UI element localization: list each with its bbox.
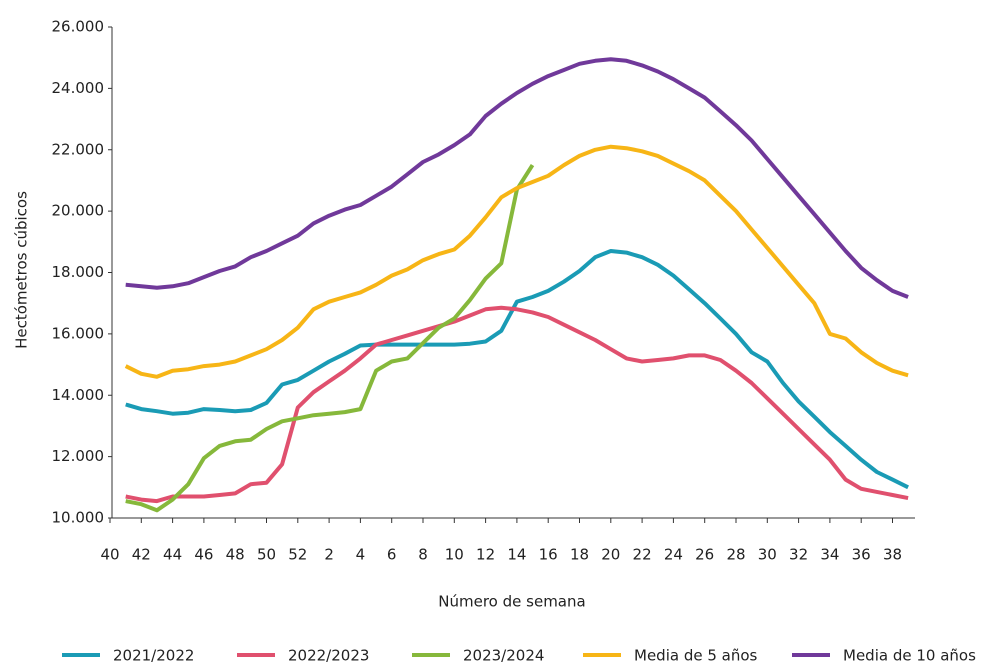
x-tick-label: 46 <box>194 546 213 564</box>
y-tick-label: 12.000 <box>52 447 105 465</box>
y-tick-label: 16.000 <box>52 324 105 342</box>
x-tick-label: 34 <box>820 546 839 564</box>
line-series <box>125 249 909 490</box>
x-tick-label: 30 <box>758 546 777 564</box>
x-tick-label: 4 <box>356 546 366 564</box>
y-tick-label: 26.000 <box>52 18 105 36</box>
legend-label: Media de 5 años <box>634 647 758 665</box>
line-series <box>125 57 909 299</box>
x-tick-label: 8 <box>418 546 428 564</box>
y-tick-label: 18.000 <box>52 263 105 281</box>
legend-label: 2022/2023 <box>288 647 369 665</box>
x-axis-label: Número de semana <box>438 593 585 611</box>
legend-label: Media de 10 años <box>843 647 976 665</box>
x-tick-label: 38 <box>883 546 902 564</box>
x-tick-label: 20 <box>601 546 620 564</box>
x-tick-label: 28 <box>726 546 745 564</box>
line-series <box>124 144 909 379</box>
x-tick-label: 22 <box>633 546 652 564</box>
x-tick-label: 32 <box>789 546 808 564</box>
y-tick-label: 24.000 <box>52 79 105 97</box>
x-tick-label: 10 <box>445 546 464 564</box>
line-series <box>125 164 535 513</box>
x-tick-label: 18 <box>570 546 589 564</box>
x-tick-label: 36 <box>852 546 871 564</box>
x-tick-label: 42 <box>132 546 151 564</box>
x-tick-label: 50 <box>257 546 276 564</box>
x-tick-label: 6 <box>387 546 397 564</box>
x-tick-label: 12 <box>476 546 495 564</box>
x-tick-label: 24 <box>664 546 683 564</box>
legend-label: 2021/2022 <box>113 647 194 665</box>
x-tick-label: 40 <box>100 546 119 564</box>
legend-label: 2023/2024 <box>463 647 544 665</box>
y-tick-label: 22.000 <box>52 140 105 158</box>
x-tick-label: 26 <box>695 546 714 564</box>
x-tick-label: 44 <box>163 546 182 564</box>
x-tick-label: 48 <box>226 546 245 564</box>
x-tick-label: 16 <box>539 546 558 564</box>
x-tick-label: 14 <box>507 546 526 564</box>
y-tick-label: 14.000 <box>52 386 105 404</box>
x-tick-label: 2 <box>324 546 334 564</box>
y-tick-label: 20.000 <box>52 202 105 220</box>
line-series <box>125 305 909 504</box>
x-tick-label: 52 <box>288 546 307 564</box>
y-tick-label: 10.000 <box>52 509 105 527</box>
y-axis-label: Hectómetros cúbicos <box>13 191 31 349</box>
